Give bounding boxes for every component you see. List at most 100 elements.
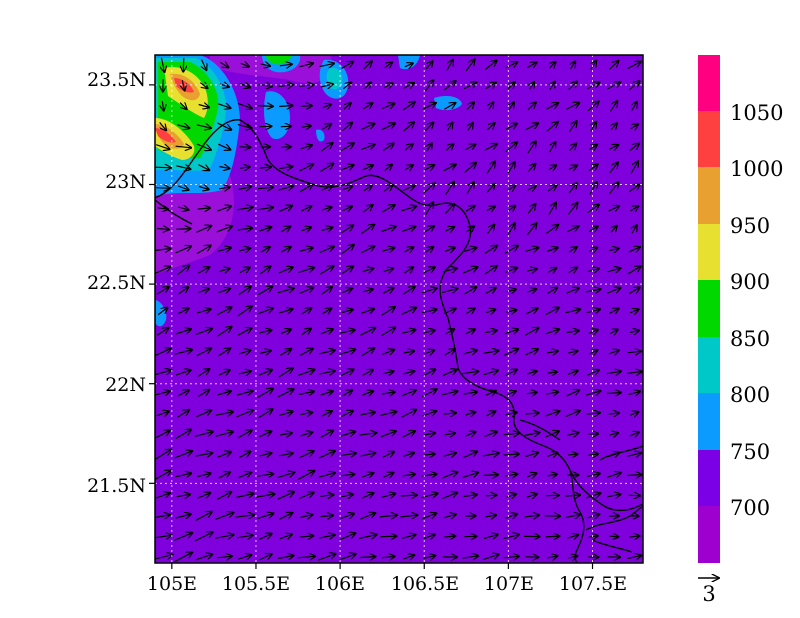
wind-vector-arrow [177,308,189,315]
wind-vector-arrow [507,82,515,90]
wind-vector-arrow [179,103,187,110]
lon-tick-label: 107E [484,573,534,595]
wind-vector-arrow [567,535,578,538]
wind-vector-arrow [300,106,312,107]
plot-frame [154,54,644,564]
wind-vector-arrow [526,62,537,68]
wind-vector-arrow [196,143,211,150]
wind-vector-arrow [176,166,190,169]
wind-vector-arrow [321,411,333,416]
wind-vector-arrow [464,163,477,173]
wind-vector-arrow [218,187,230,189]
wind-vector-arrow [300,145,313,149]
wind-vector-arrow [506,185,515,190]
wind-vector-arrow [299,248,313,252]
wind-vector-arrow [217,391,232,395]
wind-vector-arrow [404,165,413,170]
wind-vector-arrow [568,351,577,353]
lon-tick-label: 106E [315,573,365,595]
wind-vector-arrow [237,328,252,336]
wind-vector-arrow [362,268,373,271]
wind-vector-arrow [195,554,212,561]
colorbar-swatch [698,337,720,393]
wind-vector-arrow [484,246,498,255]
wind-vector-arrow [177,390,190,397]
wind-vector-arrow [608,206,620,211]
wind-vector-arrow [509,102,514,111]
wind-vector-arrow [299,184,313,193]
wind-vector-arrow [340,165,354,171]
wind-vector-arrow [589,248,597,252]
wind-vector-arrow [505,142,518,153]
wind-vector-arrow [464,432,476,437]
wind-vector-arrow [401,206,417,211]
wind-vector-arrow [301,308,311,315]
border-line [591,539,633,553]
border-line [155,199,193,225]
wind-vector-arrow [443,453,457,456]
wind-vector-arrow [239,248,250,251]
wind-vector-arrow [421,288,437,293]
wind-vector-arrow [198,267,209,274]
wind-vector-arrow [358,535,377,539]
colorbar-label: 900 [730,270,770,294]
wind-vector-arrow [627,62,641,70]
wind-vector-arrow [383,83,393,87]
wind-vector-arrow [424,165,435,170]
wind-vector-arrow [568,81,578,91]
wind-vector-arrow [547,288,558,295]
colorbar-label: 1050 [730,101,783,125]
wind-vector-arrow [423,534,435,538]
wind-vector-arrow [318,350,335,354]
wind-vector-arrow [379,515,398,517]
wind-vector-arrow [468,123,473,131]
wind-vector-arrow [175,146,192,148]
wind-vector-arrow [217,452,232,458]
wind-vector-arrow [466,102,475,111]
wind-vector-arrow [236,207,253,210]
wind-vector-arrow [609,329,618,333]
wind-vector-arrow [259,453,272,456]
wind-vector-arrow [527,186,536,190]
wind-vector-arrow [155,535,172,538]
wind-vector-arrow [218,104,231,108]
wind-vector-arrow [362,205,373,213]
wind-vector-arrow [238,187,252,190]
wind-vector-arrow [483,534,498,538]
wind-vector-arrow [382,350,395,355]
wind-vector-arrow [155,515,170,518]
colorbar-swatch [698,167,720,224]
wind-vector-arrow [422,103,436,110]
wind-vector-arrow [588,164,598,172]
wind-vector-arrow [216,327,232,337]
wind-vector-arrow [216,226,233,233]
wind-vector-arrow [402,102,415,111]
wind-vector-arrow [442,391,458,395]
wind-vector-arrow [156,328,169,336]
wind-vector-arrow [380,431,396,438]
wind-vector-arrow [608,308,619,313]
wind-vector-arrow [321,287,333,295]
wind-vector-arrow [383,371,394,373]
wind-vector-arrow [279,206,293,212]
wind-vector-arrow [382,473,394,478]
wind-vector-arrow [565,411,580,418]
wind-vector-arrow [178,207,189,210]
wind-vector-arrow [442,288,457,292]
wind-vector-arrow [278,411,293,415]
wind-vector-arrow [525,557,538,558]
wind-vector-arrow [401,308,417,315]
wind-vector-arrow [175,329,192,335]
axis-ticks [149,84,594,569]
wind-vector-arrow [382,248,394,251]
wind-vector-arrow [260,64,271,66]
wind-vector-arrow [156,229,169,230]
wind-vector-arrow [174,451,193,459]
wind-vector-arrow [628,391,641,394]
wind-vector-arrow [257,308,274,315]
wind-vector-arrow [486,184,495,193]
wind-vector-arrow [237,228,253,230]
wind-vector-arrow [423,183,435,194]
wind-vector-arrow [401,390,416,397]
wind-vector-arrow [277,472,294,479]
